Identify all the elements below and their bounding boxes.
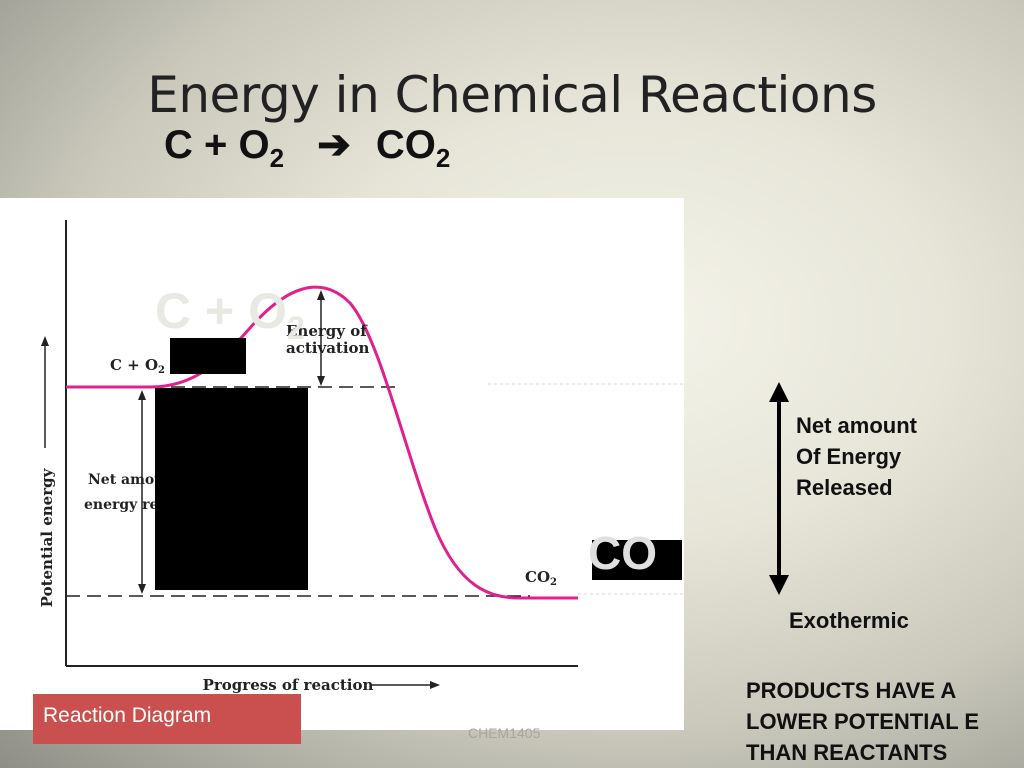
- redaction-box-small: [170, 338, 246, 374]
- y-label-arrowhead: [41, 336, 49, 346]
- net-arrowhead-down: [138, 584, 146, 594]
- redaction-box-large: [155, 388, 308, 590]
- caption-label: Reaction Diagram: [33, 694, 301, 744]
- net-partial-label-line1: Net amou: [88, 472, 164, 488]
- net-energy-line3: Released: [796, 475, 893, 500]
- products-statement: PRODUCTS HAVE A LOWER POTENTIAL E THAN R…: [746, 675, 979, 768]
- activation-arrowhead-down: [317, 376, 325, 386]
- reactant-label: C + O2: [110, 356, 165, 376]
- footer-text: CHEM1405: [468, 725, 541, 741]
- net-energy-line2: Of Energy: [796, 444, 902, 469]
- products-line2: LOWER POTENTIAL E: [746, 709, 980, 734]
- energy-diagram-svg: Potential energy Progress of reaction En…: [38, 220, 684, 694]
- equation-arrow-icon: ➔: [317, 123, 351, 167]
- x-axis-label: Progress of reaction: [203, 676, 374, 694]
- overlay-product-black-box: [592, 540, 682, 580]
- product-label: CO2: [525, 568, 557, 588]
- equation-reactant-subscript: 2: [269, 143, 285, 173]
- equation-product-subscript: 2: [435, 143, 451, 173]
- net-partial-label-line2: energy re: [84, 497, 159, 513]
- equation-product: CO: [375, 123, 436, 167]
- activation-arrowhead-up: [317, 290, 325, 300]
- reaction-diagram: Potential energy Progress of reaction En…: [0, 198, 684, 730]
- net-energy-label: Net amount Of Energy Released: [796, 410, 917, 503]
- net-energy-line1: Net amount: [796, 413, 917, 438]
- y-axis-label: Potential energy: [38, 467, 56, 607]
- equation-reactants: C + O: [164, 123, 270, 167]
- slide-title: Energy in Chemical Reactions: [147, 66, 877, 124]
- activation-label-line2: activation: [286, 339, 370, 357]
- activation-label-line1: Energy of: [286, 322, 368, 340]
- overlay-product-text: CO2: [588, 528, 682, 595]
- products-line1: PRODUCTS HAVE A: [746, 678, 957, 703]
- overlay-reactant-text: C + O2: [155, 283, 305, 346]
- exothermic-label: Exothermic: [789, 608, 909, 633]
- net-arrowhead-up: [138, 390, 146, 400]
- products-line3: THAN REACTANTS: [746, 740, 948, 765]
- reaction-equation: C + O2 ➔ CO2: [164, 122, 450, 174]
- x-label-arrowhead: [430, 681, 440, 689]
